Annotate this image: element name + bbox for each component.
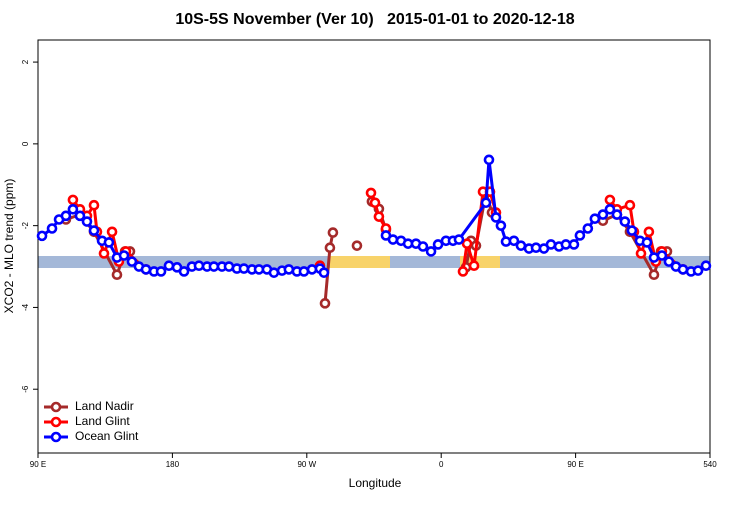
y-axis-label: XCO2 - MLO trend (ppm) bbox=[2, 179, 16, 314]
y-tick-label: 0 bbox=[21, 141, 30, 146]
data-point bbox=[155, 266, 167, 277]
data-point bbox=[656, 250, 668, 261]
data-point bbox=[432, 239, 444, 250]
data-point bbox=[46, 223, 58, 234]
data-point bbox=[597, 209, 609, 220]
y-tick-label: 2 bbox=[21, 59, 30, 64]
data-point bbox=[111, 269, 123, 281]
x-tick-label: 180 bbox=[166, 460, 180, 469]
data-point bbox=[453, 234, 465, 245]
legend-marker bbox=[50, 416, 62, 428]
data-point bbox=[604, 203, 616, 215]
data-point bbox=[619, 216, 631, 227]
data-point bbox=[365, 187, 377, 199]
data-point bbox=[319, 298, 331, 309]
data-point bbox=[643, 226, 655, 238]
data-point bbox=[268, 267, 280, 278]
data-point bbox=[369, 197, 381, 209]
legend-label: Ocean Glint bbox=[75, 429, 139, 443]
chart-title: 10S-5S November (Ver 10) 2015-01-01 to 2… bbox=[175, 11, 574, 28]
legend-label: Land Nadir bbox=[75, 399, 134, 413]
x-tick-label: 0 bbox=[439, 460, 444, 469]
data-point bbox=[178, 266, 190, 277]
data-point bbox=[635, 248, 647, 259]
data-point bbox=[193, 260, 205, 272]
y-tick-label: -2 bbox=[21, 222, 30, 230]
data-point bbox=[582, 223, 594, 234]
data-point bbox=[81, 216, 93, 227]
data-point bbox=[663, 256, 675, 267]
data-point bbox=[468, 260, 480, 272]
x-tick-label: 90 E bbox=[30, 460, 46, 469]
data-point bbox=[641, 237, 653, 248]
data-point bbox=[700, 260, 712, 272]
data-point bbox=[126, 256, 138, 267]
x-tick-label: 90 E bbox=[567, 460, 583, 469]
y-tick-label: -4 bbox=[21, 303, 30, 311]
data-point bbox=[60, 210, 72, 222]
data-point bbox=[163, 260, 175, 272]
data-point bbox=[88, 199, 100, 211]
data-point bbox=[692, 265, 704, 276]
plot-frame bbox=[37, 39, 711, 454]
data-point bbox=[74, 210, 86, 222]
data-point bbox=[461, 238, 473, 249]
y-tick-label: -6 bbox=[21, 385, 30, 393]
data-point bbox=[387, 234, 399, 245]
data-point bbox=[604, 194, 616, 206]
data-point bbox=[283, 264, 295, 275]
data-point bbox=[480, 197, 492, 209]
data-point bbox=[677, 264, 689, 275]
data-point bbox=[417, 241, 429, 252]
data-point bbox=[457, 266, 469, 277]
data-point bbox=[67, 203, 79, 215]
data-point bbox=[508, 235, 520, 247]
legend-label: Land Glint bbox=[75, 414, 130, 428]
data-point bbox=[118, 250, 130, 261]
data-point bbox=[495, 220, 507, 231]
x-tick-label: 540 bbox=[703, 460, 717, 469]
data-point bbox=[140, 264, 152, 275]
data-point bbox=[589, 213, 601, 224]
data-point bbox=[103, 237, 115, 248]
data-point bbox=[545, 239, 557, 250]
data-point bbox=[318, 267, 330, 278]
legend-marker bbox=[50, 431, 62, 443]
data-point bbox=[483, 154, 495, 166]
data-point bbox=[626, 225, 638, 236]
data-point bbox=[327, 227, 339, 238]
data-point bbox=[490, 212, 502, 223]
data-point bbox=[298, 266, 310, 277]
legend-marker bbox=[50, 401, 62, 413]
data-point bbox=[373, 211, 385, 222]
data-point bbox=[351, 240, 363, 251]
data-point bbox=[67, 194, 79, 206]
data-point bbox=[574, 230, 586, 241]
data-point bbox=[36, 230, 48, 242]
data-point bbox=[106, 226, 118, 238]
x-tick-label: 90 W bbox=[297, 460, 316, 469]
data-point bbox=[238, 263, 250, 274]
data-point bbox=[648, 269, 660, 281]
data-point bbox=[324, 242, 336, 254]
x-axis-label: Longitude bbox=[349, 476, 402, 490]
data-point bbox=[98, 248, 110, 259]
data-point bbox=[611, 209, 623, 220]
data-point bbox=[624, 199, 636, 211]
data-point bbox=[568, 239, 580, 250]
data-point bbox=[425, 246, 437, 257]
land-band bbox=[330, 256, 390, 268]
data-point bbox=[88, 225, 100, 236]
